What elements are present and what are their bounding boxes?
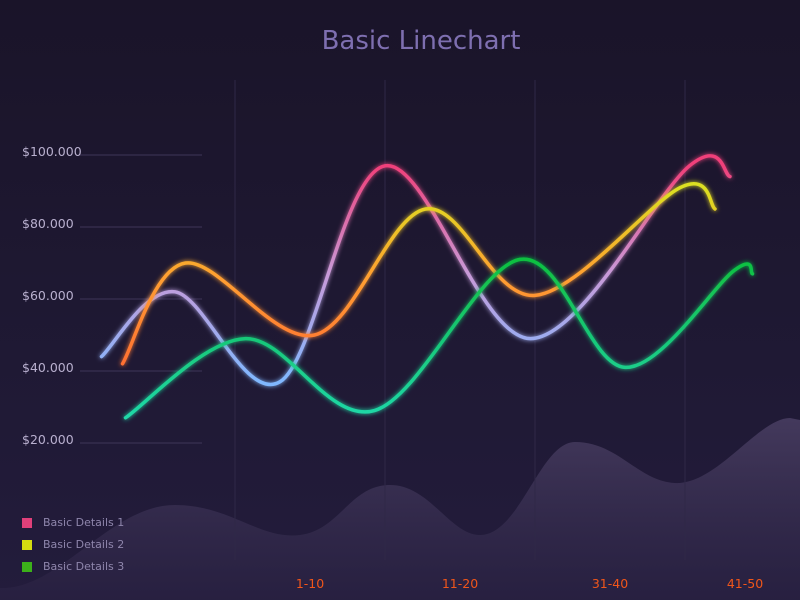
legend-item: Basic Details 2 [22,538,124,551]
legend-item: Basic Details 1 [22,516,124,529]
legend-swatch [22,539,32,550]
legend-label: Basic Details 2 [43,538,125,551]
y-tick-label: $20.000 [22,432,74,447]
x-tick-label: 41-50 [726,576,764,591]
legend-item: Basic Details 3 [22,560,124,573]
x-tick-label: 11-20 [441,576,479,591]
background-wave [0,418,800,600]
y-tick-label: $40.000 [22,360,74,375]
y-tick-label: $100.000 [22,144,82,159]
legend-swatch [22,517,32,528]
x-tick-label: 1-10 [295,576,325,591]
legend-swatch [22,561,32,572]
series-line-3 [123,257,755,420]
y-tick-label: $80.000 [22,216,74,231]
series-line-1 [99,154,732,387]
series-line-2 [120,182,717,366]
legend-label: Basic Details 1 [43,516,125,529]
legend-label: Basic Details 3 [43,560,125,573]
x-tick-label: 31-40 [591,576,629,591]
y-tick-label: $60.000 [22,288,74,303]
chart-title: Basic Linechart [321,26,521,56]
